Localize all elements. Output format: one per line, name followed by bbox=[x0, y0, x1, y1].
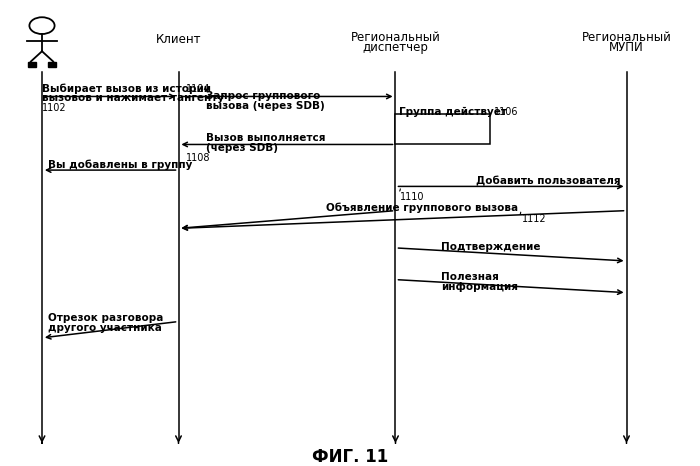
Text: ФИГ. 11: ФИГ. 11 bbox=[312, 448, 388, 466]
Text: Подтверждение: Подтверждение bbox=[441, 242, 540, 252]
Text: Добавить пользователя: Добавить пользователя bbox=[476, 176, 621, 186]
Text: Региональный: Региональный bbox=[582, 31, 671, 44]
Text: другого участника: другого участника bbox=[48, 322, 162, 333]
Text: Запрос группового: Запрос группового bbox=[206, 91, 321, 102]
Text: Полезная: Полезная bbox=[441, 272, 499, 282]
Text: информация: информация bbox=[441, 281, 518, 292]
Bar bbox=[28, 62, 36, 67]
Text: Группа действует: Группа действует bbox=[399, 107, 507, 117]
Text: диспетчер: диспетчер bbox=[363, 41, 428, 54]
Text: Отрезок разговора: Отрезок разговора bbox=[48, 313, 163, 323]
Text: Объявление группового вызова: Объявление группового вызова bbox=[326, 202, 517, 212]
Text: вызовов и нажимает тангенту: вызовов и нажимает тангенту bbox=[42, 93, 224, 103]
Bar bbox=[395, 114, 490, 144]
Text: Вызов выполняется: Вызов выполняется bbox=[206, 133, 326, 144]
Text: 1104: 1104 bbox=[186, 83, 210, 94]
Text: (через SDB): (через SDB) bbox=[206, 143, 279, 153]
Text: вызова (через SDB): вызова (через SDB) bbox=[206, 101, 326, 111]
Text: МУПИ: МУПИ bbox=[609, 41, 644, 54]
Text: Региональный: Региональный bbox=[351, 31, 440, 44]
Text: Выбирает вызов из истории: Выбирает вызов из истории bbox=[42, 83, 211, 94]
Text: 1112: 1112 bbox=[522, 214, 546, 224]
Text: 1106: 1106 bbox=[494, 107, 518, 117]
Text: Вы добавлены в группу: Вы добавлены в группу bbox=[48, 160, 192, 170]
Text: Клиент: Клиент bbox=[155, 33, 202, 46]
Text: 1108: 1108 bbox=[186, 153, 210, 164]
Text: 1110: 1110 bbox=[400, 192, 425, 202]
Bar bbox=[48, 62, 56, 67]
Text: 1102: 1102 bbox=[42, 103, 66, 113]
